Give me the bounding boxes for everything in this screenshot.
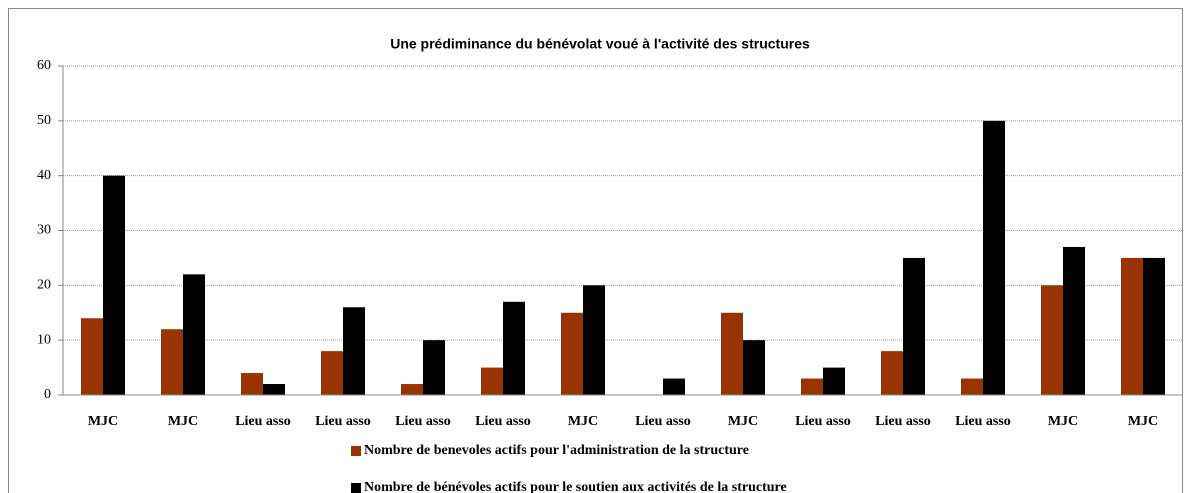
x-tick-label: Lieu asso [795,414,851,429]
bar [103,175,125,395]
bar [721,312,743,395]
x-tick-label: MJC [1048,414,1078,429]
bar [241,373,263,395]
bar [81,318,103,395]
bar [1143,257,1165,395]
bar [423,340,445,395]
bar [663,378,685,395]
bar [183,274,205,395]
bar [481,367,503,395]
x-tick-label: Lieu asso [235,414,291,429]
bar [983,120,1005,395]
x-tick-label: MJC [168,414,198,429]
x-tick-label: MJC [568,414,598,429]
y-tick-label: 30 [37,223,51,238]
bar [823,367,845,395]
bar [801,378,823,395]
x-tick-label: Lieu asso [475,414,531,429]
bar [583,285,605,395]
y-tick-label: 10 [37,332,51,347]
chart-title: Une prédiminance du bénévolat voué à l'a… [390,36,810,52]
legend-label: Nombre de benevoles actifs pour l'admini… [364,443,749,458]
bar [503,301,525,395]
bar [1121,257,1143,395]
bar [961,378,983,395]
x-tick-label: MJC [88,414,118,429]
bar [263,384,285,395]
y-tick-label: 20 [37,278,51,293]
bar [743,340,765,395]
legend-swatch [351,483,361,493]
y-tick-label: 0 [44,387,51,402]
y-tick-label: 40 [37,168,51,183]
bar [561,312,583,395]
bar [881,351,903,395]
legend-label: Nombre de bénévoles actifs pour le souti… [364,480,787,493]
legend-swatch [351,446,361,456]
x-tick-label: MJC [728,414,758,429]
x-tick-label: Lieu asso [395,414,451,429]
y-tick-label: 60 [37,58,51,73]
x-tick-label: Lieu asso [315,414,371,429]
bar [401,384,423,395]
x-tick-label: MJC [1128,414,1158,429]
x-tick-label: Lieu asso [875,414,931,429]
bar [1041,285,1063,395]
bar [343,307,365,395]
x-tick-label: Lieu asso [955,414,1011,429]
bar [161,329,183,395]
bar [903,257,925,395]
x-tick-label: Lieu asso [635,414,691,429]
bar [321,351,343,395]
y-tick-label: 50 [37,113,51,128]
bar [1063,246,1085,395]
